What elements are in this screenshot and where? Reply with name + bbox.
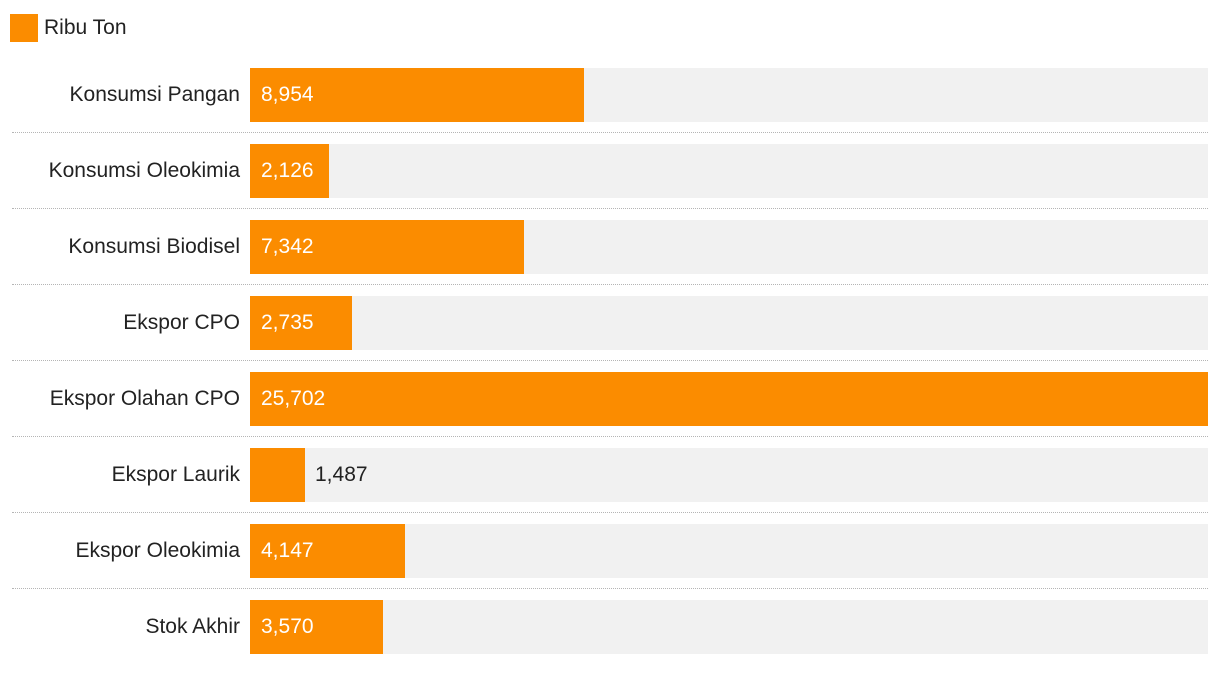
- row-divider: [12, 132, 1208, 133]
- bar-row: Ekspor Oleokimia 4,147: [0, 524, 1220, 600]
- bar-track: 2,735: [250, 296, 1208, 350]
- category-label: Ekspor Olahan CPO: [49, 387, 240, 410]
- row-divider: [12, 588, 1208, 589]
- value-label: 3,570: [261, 615, 314, 638]
- bar: [250, 220, 524, 274]
- bar-track: 8,954: [250, 68, 1208, 122]
- row-divider: [12, 512, 1208, 513]
- category-label: Konsumsi Biodisel: [68, 235, 240, 258]
- bar: [250, 524, 405, 578]
- category-label: Ekspor CPO: [123, 311, 240, 334]
- bar-track: 2,126: [250, 144, 1208, 198]
- bar: [250, 144, 329, 198]
- value-label: 4,147: [261, 539, 314, 562]
- value-label: 1,487: [315, 463, 368, 486]
- bar-track: 7,342: [250, 220, 1208, 274]
- value-label: 7,342: [261, 235, 314, 258]
- row-divider: [12, 208, 1208, 209]
- bar-row: Stok Akhir 3,570: [0, 600, 1220, 676]
- bar: [250, 600, 383, 654]
- bar-row: Konsumsi Pangan 8,954: [0, 68, 1220, 144]
- bar-track: 1,487: [250, 448, 1208, 502]
- row-divider: [12, 360, 1208, 361]
- chart-legend: Ribu Ton: [10, 14, 127, 42]
- category-label: Stok Akhir: [145, 615, 240, 638]
- category-label: Ekspor Laurik: [111, 463, 240, 486]
- row-divider: [12, 436, 1208, 437]
- bar-track: 4,147: [250, 524, 1208, 578]
- bar-track: 3,570: [250, 600, 1208, 654]
- value-label: 2,735: [261, 311, 314, 334]
- bar: [250, 68, 584, 122]
- bar-row: Ekspor Laurik 1,487: [0, 448, 1220, 524]
- bar: [250, 296, 352, 350]
- value-label: 8,954: [261, 83, 314, 106]
- category-label: Konsumsi Oleokimia: [48, 159, 240, 182]
- category-label: Ekspor Oleokimia: [75, 539, 240, 562]
- value-label: 2,126: [261, 159, 314, 182]
- legend-swatch: [10, 14, 38, 42]
- bar-row: Konsumsi Biodisel 7,342: [0, 220, 1220, 296]
- value-label: 25,702: [261, 387, 326, 410]
- bar-track: 25,702: [250, 372, 1208, 426]
- legend-label: Ribu Ton: [44, 16, 127, 39]
- row-divider: [12, 284, 1208, 285]
- bar-row: Ekspor CPO 2,735: [0, 296, 1220, 372]
- category-label: Konsumsi Pangan: [69, 83, 240, 106]
- bar-row: Ekspor Olahan CPO 25,702: [0, 372, 1220, 448]
- bar: [250, 448, 305, 502]
- bar-chart: Konsumsi Pangan 8,954 Konsumsi Oleokimia 2,…: [0, 68, 1220, 676]
- bar-row: Konsumsi Oleokimia 2,126: [0, 144, 1220, 220]
- bar: [250, 372, 1208, 426]
